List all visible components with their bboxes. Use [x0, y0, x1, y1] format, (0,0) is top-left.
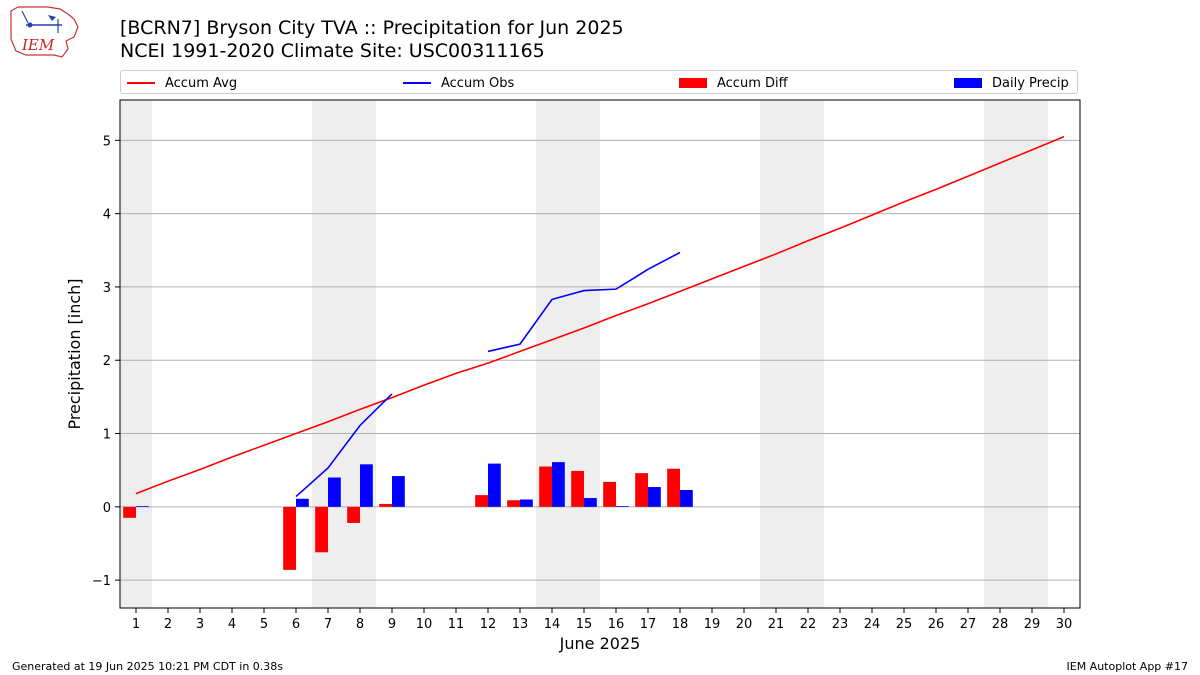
x-tick-label: 13	[512, 617, 529, 632]
x-tick-label: 26	[928, 617, 945, 632]
legend-item-accum-diff: Accum Diff	[679, 74, 788, 92]
accum-obs-line	[487, 251, 681, 353]
x-tick-label: 27	[960, 617, 977, 632]
x-tick-label: 30	[1056, 617, 1073, 632]
iem-logo: IEM	[8, 5, 80, 63]
daily-precip-bar	[648, 487, 661, 507]
x-tick-label: 11	[448, 617, 465, 632]
daily-precip-bar	[136, 506, 149, 507]
plot-frame	[119, 99, 1081, 609]
legend-swatch-accum-diff	[679, 78, 707, 88]
x-tick-label: 23	[832, 617, 849, 632]
chart-title: [BCRN7] Bryson City TVA :: Precipitation…	[120, 17, 624, 39]
x-tick-label: 29	[1024, 617, 1041, 632]
legend-item-accum-avg: Accum Avg	[127, 74, 237, 92]
y-tick-label: 4	[103, 208, 111, 223]
x-tick-label: 15	[576, 617, 593, 632]
y-tick-label: 1	[103, 428, 111, 443]
weekend-band	[760, 100, 824, 608]
y-tick-label: −1	[92, 574, 111, 589]
chart-subtitle: NCEI 1991-2020 Climate Site: USC00311165	[120, 40, 545, 62]
daily-precip-bar	[296, 498, 309, 507]
x-tick-label: 28	[992, 617, 1009, 632]
daily-precip-bar	[552, 462, 565, 507]
weekend-band	[536, 100, 600, 608]
svg-text:IEM: IEM	[21, 36, 55, 54]
y-tick-label: 5	[103, 134, 111, 149]
legend: Accum Avg Accum Obs Accum Diff Daily Pre…	[120, 70, 1078, 94]
daily-precip-bar	[392, 476, 405, 507]
accum-diff-bar	[507, 500, 520, 507]
accum-diff-bar	[571, 470, 584, 507]
x-tick-label: 19	[704, 617, 721, 632]
accum-diff-bar	[603, 481, 616, 507]
footer-app: IEM Autoplot App #17	[1066, 660, 1189, 673]
x-tick-label: 8	[356, 617, 364, 632]
daily-precip-bar	[360, 464, 373, 507]
x-tick-label: 2	[164, 617, 172, 632]
accum-avg-line	[135, 135, 1065, 495]
weekend-band	[120, 100, 152, 608]
x-tick-label: 7	[324, 617, 332, 632]
x-tick-label: 9	[388, 617, 396, 632]
accum-diff-bar	[635, 473, 648, 507]
x-axis-label: June 2025	[559, 634, 641, 653]
daily-precip-bar	[616, 506, 629, 507]
daily-precip-bar	[328, 477, 341, 507]
y-tick-label: 2	[103, 354, 111, 369]
daily-precip-bar	[584, 498, 597, 507]
weekend-band	[984, 100, 1048, 608]
daily-precip-bar	[520, 499, 533, 507]
accum-diff-bar	[379, 503, 392, 507]
accum-obs-line	[295, 393, 393, 498]
accum-diff-bar	[347, 506, 360, 523]
x-tick-label: 20	[736, 617, 753, 632]
x-tick-label: 17	[640, 617, 657, 632]
x-tick-label: 24	[864, 617, 881, 632]
daily-precip-bar	[680, 489, 693, 507]
legend-label-accum-obs: Accum Obs	[441, 75, 515, 91]
legend-item-daily-precip: Daily Precip	[954, 74, 1069, 92]
x-tick-label: 3	[196, 617, 204, 632]
legend-swatch-accum-obs	[403, 82, 431, 84]
x-tick-label: 6	[292, 617, 300, 632]
accum-diff-bar	[283, 506, 296, 570]
x-tick-label: 16	[608, 617, 625, 632]
accum-diff-bar	[667, 468, 680, 507]
y-axis-label: Precipitation [inch]	[65, 278, 84, 429]
daily-precip-bar	[488, 463, 501, 507]
legend-label-daily-precip: Daily Precip	[992, 75, 1069, 91]
accum-diff-bar	[539, 466, 552, 507]
legend-item-accum-obs: Accum Obs	[403, 74, 514, 92]
footer-generated: Generated at 19 Jun 2025 10:21 PM CDT in…	[12, 660, 284, 673]
x-tick-label: 4	[228, 617, 236, 632]
x-tick-label: 21	[768, 617, 785, 632]
x-tick-label: 18	[672, 617, 689, 632]
x-tick-label: 10	[416, 617, 433, 632]
legend-swatch-daily-precip	[954, 78, 982, 88]
x-tick-label: 1	[132, 617, 140, 632]
x-tick-label: 25	[896, 617, 913, 632]
x-tick-label: 14	[544, 617, 561, 632]
x-tick-label: 5	[260, 617, 268, 632]
accum-diff-bar	[475, 495, 488, 507]
y-tick-label: 0	[103, 501, 111, 516]
x-tick-label: 12	[480, 617, 497, 632]
legend-label-accum-avg: Accum Avg	[165, 75, 238, 91]
y-tick-label: 3	[103, 281, 111, 296]
x-tick-label: 22	[800, 617, 817, 632]
legend-swatch-accum-avg	[127, 82, 155, 84]
legend-label-accum-diff: Accum Diff	[717, 75, 788, 91]
accum-diff-bar	[123, 506, 136, 518]
accum-diff-bar	[315, 506, 328, 553]
